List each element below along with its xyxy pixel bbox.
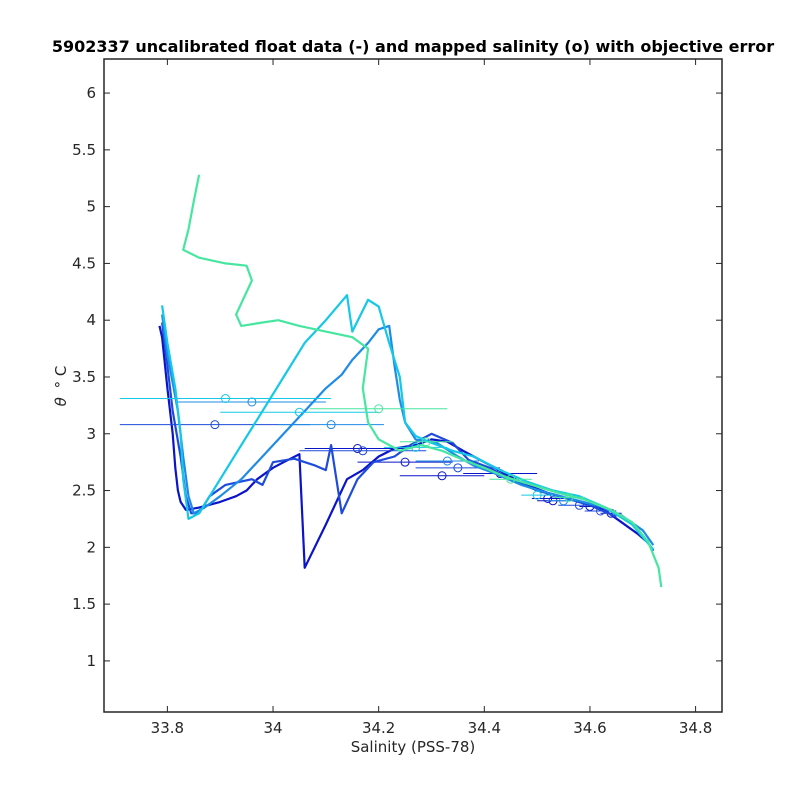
mapped-salinity-point (421, 437, 431, 447)
x-tick-label: 33.8 (151, 719, 184, 737)
mapped-salinity-point (294, 407, 304, 417)
axes-layer: 33.8 34 34.2 34.4 34.6 34.8 1 1.5 2 2.5 3 3.5 4 4.5 5 5… (72, 58, 723, 737)
y-tick-label: 4 (86, 311, 96, 329)
x-tick-label: 34 (263, 719, 282, 737)
series-3 (161, 314, 655, 546)
mapped-salinity-point (532, 490, 542, 500)
mapped-salinity-point (247, 397, 257, 407)
profile-line (161, 314, 655, 546)
y-tick-label: 3 (86, 425, 96, 443)
y-axis-label-unit: ° C (52, 366, 70, 389)
mapped-salinity-point (543, 493, 553, 503)
plot-area (104, 59, 722, 712)
plot-frame (103, 58, 723, 713)
mapped-salinity-point (220, 394, 230, 404)
y-tick-label: 1 (86, 652, 96, 670)
y-tick-label: 5.5 (72, 141, 96, 159)
mapped-salinity-point (374, 404, 384, 414)
x-tick-label: 34.2 (362, 719, 395, 737)
mapped-salinity-point (564, 492, 574, 502)
y-tick-label: 4.5 (72, 254, 96, 272)
mapped-salinity-point (353, 444, 363, 454)
x-axis-label: Salinity (PSS-78) (351, 738, 476, 756)
mapped-salinity-point (358, 446, 368, 456)
y-tick-label: 6 (86, 84, 96, 102)
y-tick-label: 2.5 (72, 482, 96, 500)
y-axis-label: θ ° C (52, 366, 70, 407)
mapped-salinity-point (326, 420, 336, 430)
mapped-salinity-point (210, 420, 220, 430)
svg-text:θ ° C: θ ° C (52, 366, 70, 407)
mapped-salinity-point (437, 471, 447, 481)
y-tick-label: 2 (86, 538, 96, 556)
y-tick-label: 3.5 (72, 368, 96, 386)
mapped-salinity-point (453, 463, 463, 473)
y-tick-label: 5 (86, 198, 96, 216)
profile-line (182, 174, 663, 588)
y-axis-label-symbol: θ (52, 397, 70, 406)
x-tick-label: 34.6 (573, 719, 606, 737)
mapped-salinity-point (442, 456, 452, 466)
mapped-salinity-point (400, 457, 410, 467)
y-tick-label: 1.5 (72, 595, 96, 613)
profile-line (161, 322, 617, 518)
profile-line (161, 294, 655, 551)
chart-title: 5902337 uncalibrated float data (-) and … (52, 37, 774, 56)
series-layer (119, 174, 663, 588)
x-tick-label: 34.8 (679, 719, 712, 737)
x-tick-label: 34.4 (468, 719, 501, 737)
series-5 (182, 174, 663, 588)
mapped-salinity-point (506, 474, 516, 484)
